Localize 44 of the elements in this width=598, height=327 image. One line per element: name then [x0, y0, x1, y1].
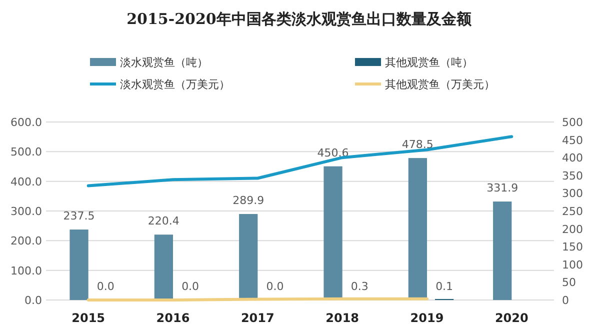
- y2-tick-label: 50: [562, 276, 576, 290]
- x-tick-label: 2016: [156, 311, 190, 325]
- bar: [154, 234, 173, 300]
- y2-tick-label: 200: [562, 222, 583, 236]
- data-label: 450.6: [317, 146, 349, 160]
- legend-label: 淡水观赏鱼（吨）: [120, 56, 208, 69]
- y2-tick-label: 250: [562, 205, 583, 218]
- y-tick-label: 600.0: [10, 116, 42, 129]
- y2-tick-label: 300: [562, 187, 583, 200]
- y2-tick-label: 400: [562, 152, 583, 165]
- legend-label: 其他观赏鱼（吨）: [385, 56, 473, 69]
- data-label: 220.4: [148, 214, 180, 228]
- y-tick-label: 0.0: [24, 294, 42, 307]
- x-tick-label: 2019: [410, 311, 444, 325]
- data-label: 0.0: [266, 280, 284, 293]
- y2-tick-label: 450: [562, 134, 583, 147]
- x-tick-label: 2015: [72, 311, 106, 325]
- data-label: 289.9: [232, 194, 264, 207]
- y-tick-label: 200.0: [10, 234, 42, 248]
- x-tick-label: 2018: [326, 311, 360, 325]
- legend-label: 淡水观赏鱼（万美元）: [120, 78, 230, 91]
- y-tick-label: 400.0: [10, 175, 42, 188]
- y2-tick-label: 100: [562, 258, 583, 272]
- y2-tick-label: 350: [562, 169, 583, 182]
- y2-tick-label: 500: [562, 116, 583, 129]
- y2-tick-label: 0: [562, 294, 569, 307]
- data-label: 0.1: [436, 280, 454, 293]
- chart-title: 2015-2020年中国各类淡水观赏鱼出口数量及金额: [126, 10, 472, 28]
- data-label: 0.3: [350, 280, 368, 293]
- bar: [70, 230, 88, 300]
- y-tick-label: 300.0: [10, 205, 42, 218]
- data-label: 0.0: [96, 280, 114, 293]
- y-tick-label: 100.0: [10, 264, 42, 278]
- bar: [239, 214, 258, 300]
- x-tick-label: 2020: [494, 311, 528, 325]
- legend-label: 其他观赏鱼（万美元）: [385, 78, 495, 91]
- data-label: 478.5: [402, 138, 434, 152]
- data-label: 237.5: [63, 210, 95, 223]
- y2-tick-label: 150: [562, 240, 583, 254]
- bar: [493, 202, 512, 300]
- x-tick-label: 2017: [240, 311, 274, 325]
- y-tick-label: 500.0: [10, 146, 42, 159]
- data-label: 0.0: [182, 280, 200, 293]
- data-label: 331.9: [486, 182, 518, 195]
